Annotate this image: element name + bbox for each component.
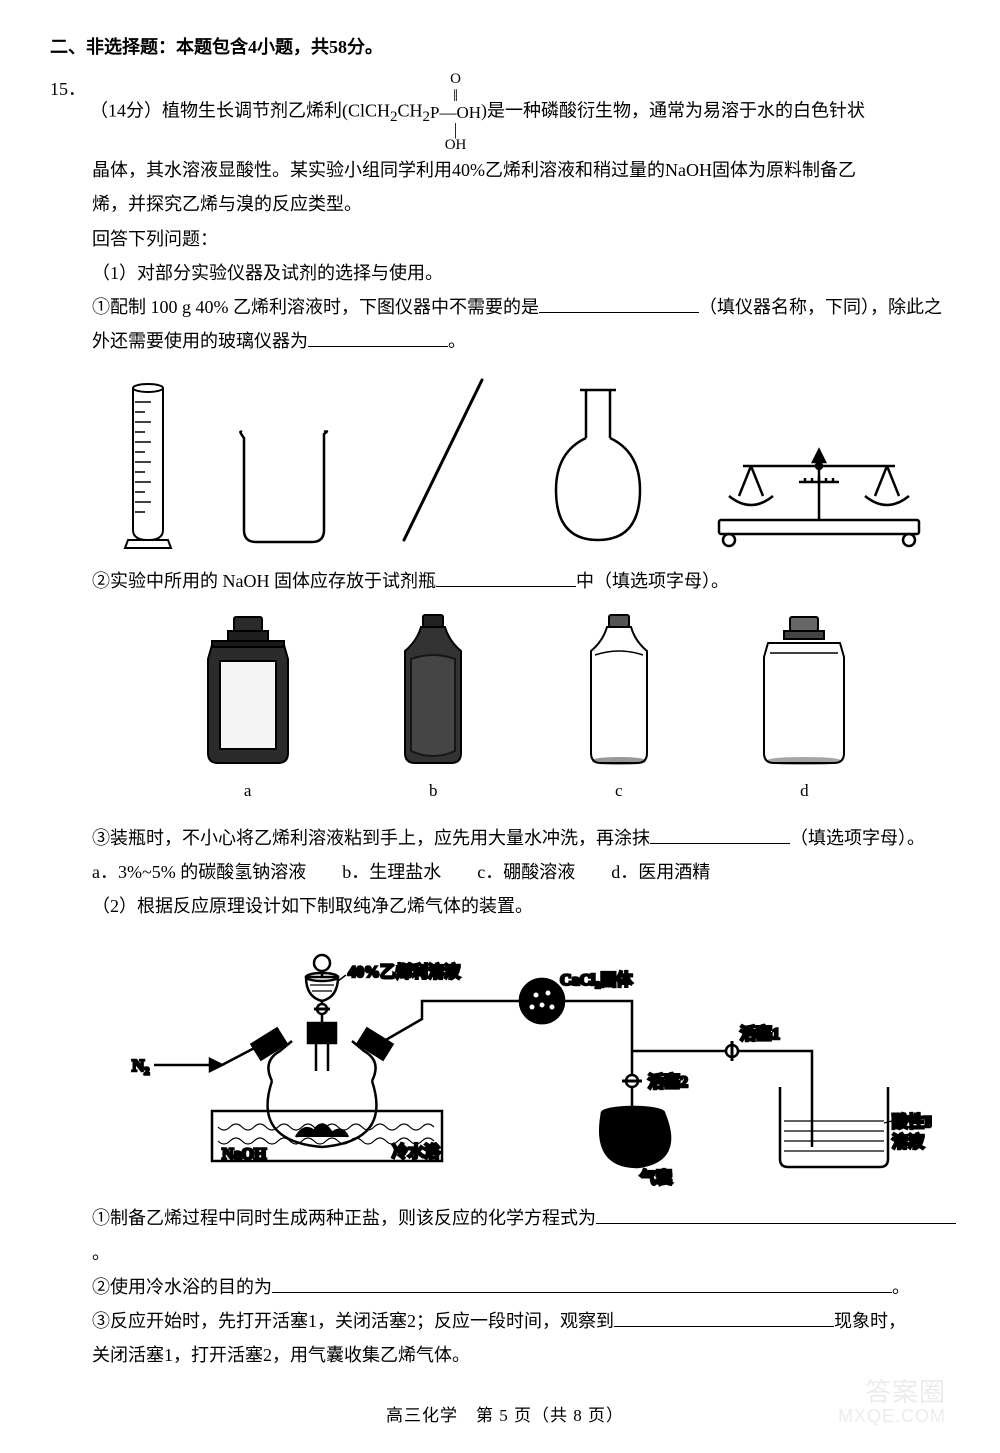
beaker [224, 420, 344, 550]
bottle-d: d [744, 611, 864, 807]
bottle-b-label: b [373, 775, 493, 807]
answer-prompt: 回答下列问题： [92, 222, 960, 256]
blank-5 [596, 1204, 956, 1225]
p2-header: （2）根据反应原理设计如下制取纯净乙烯气体的装置。 [92, 889, 960, 923]
q15-line2: 晶体，其水溶液显酸性。某实验小组同学利用40%乙烯利溶液和稍过量的NaOH固体为… [92, 153, 960, 187]
q-number: 15． [50, 72, 90, 106]
blank-1 [539, 292, 699, 313]
label-n2: N₂ [132, 1056, 149, 1075]
svg-text:酸性KMnO₄: 酸性KMnO₄ [892, 1112, 932, 1131]
bottle-a-label: a [188, 775, 308, 807]
bottle-a: a [188, 611, 308, 807]
svg-text:活塞2: 活塞2 [648, 1072, 688, 1091]
bottle-d-label: d [744, 775, 864, 807]
p2-1: ①制备乙烯过程中同时生成两种正盐，则该反应的化学方程式为。 [92, 1201, 960, 1269]
svg-text:40%乙烯利溶液: 40%乙烯利溶液 [348, 962, 461, 981]
apparatus-figure: N₂ NaOH 冷水浴 [92, 931, 960, 1191]
p1-1c: 外还需要使用的玻璃仪器为。 [92, 324, 960, 358]
graduated-cylinder [113, 380, 183, 550]
q15-intro: 15．（14分）植物生长调节剂乙烯利(ClCH2CH2 O ‖P—OH| OH … [50, 72, 960, 153]
p2-3: ③反应开始时，先打开活塞1，关闭活塞2；反应一段时间，观察到现象时， [92, 1304, 960, 1338]
page-footer: 高三化学 第 5 页（共 8 页） [50, 1400, 960, 1432]
bottle-c-label: c [559, 775, 679, 807]
svg-text:冷水浴: 冷水浴 [392, 1142, 441, 1161]
bottle-row: a b c [92, 611, 960, 807]
p2-3c: 关闭活塞1，打开活塞2，用气囊收集乙烯气体。 [92, 1338, 960, 1372]
p1-2: ②实验中所用的 NaOH 固体应存放于试剂瓶中（填选项字母）。 [92, 564, 960, 598]
svg-text:活塞1: 活塞1 [740, 1024, 780, 1043]
q15-line3: 烯，并探究乙烯与溴的反应类型。 [92, 187, 960, 221]
blank-6 [272, 1272, 892, 1293]
round-bottom-flask [538, 380, 658, 550]
svg-text:溶液: 溶液 [892, 1132, 925, 1151]
blank-2 [308, 326, 448, 347]
q15-body: 晶体，其水溶液显酸性。某实验小组同学利用40%乙烯利溶液和稍过量的NaOH固体为… [92, 153, 960, 1372]
glass-rod [386, 370, 496, 550]
bottle-b: b [373, 611, 493, 807]
p1-3-options: a．3%~5% 的碳酸氢钠溶液 b．生理盐水 c．硼酸溶液 d．医用酒精 [92, 855, 960, 889]
p1-3: ③装瓶时，不小心将乙烯利溶液粘到手上，应先用大量水冲洗，再涂抹（填选项字母）。 [92, 821, 960, 855]
svg-text:CaCl₂固体: CaCl₂固体 [560, 970, 633, 989]
p1-1: ①配制 100 g 40% 乙烯利溶液时，下图仪器中不需要的是（填仪器名称，下同… [92, 290, 960, 324]
p2-2: ②使用冷水浴的目的为。 [92, 1270, 960, 1304]
instrument-figure-row [92, 370, 960, 550]
phosphonate-formula: O ‖P—OH| OH [430, 72, 481, 153]
bottle-c: c [559, 611, 679, 807]
p1-header: （1）对部分实验仪器及试剂的选择与使用。 [92, 256, 960, 290]
blank-7 [614, 1306, 834, 1327]
svg-text:气囊: 气囊 [639, 1168, 673, 1187]
svg-text:NaOH: NaOH [222, 1146, 267, 1163]
balance-scale [699, 420, 939, 550]
blank-4 [650, 823, 790, 844]
section-header: 二、非选择题：本题包含4小题，共58分。 [50, 30, 960, 64]
blank-3 [436, 567, 576, 588]
